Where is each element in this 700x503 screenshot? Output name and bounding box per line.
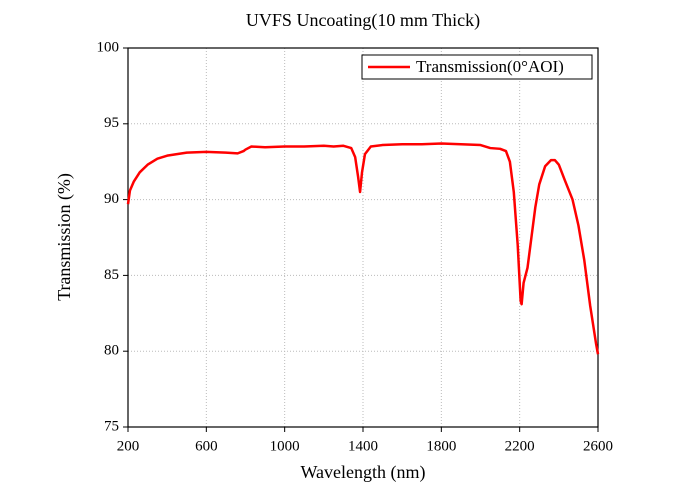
y-tick-label: 80	[104, 343, 119, 359]
x-tick-label: 2200	[505, 438, 535, 454]
plot-frame	[127, 47, 599, 428]
y-tick-label: 75	[104, 418, 119, 434]
data-line	[126, 142, 600, 355]
x-tick-label: 1000	[270, 438, 300, 454]
x-tick-label: 2600	[583, 438, 613, 454]
x-tick-label: 1400	[348, 438, 378, 454]
y-tick-label: 85	[104, 267, 119, 283]
x-tick-label: 200	[117, 438, 140, 454]
x-tick-label: 1800	[426, 438, 456, 454]
y-axis-label: Transmission (%)	[54, 173, 75, 301]
chart-title: UVFS Uncoating(10 mm Thick)	[246, 10, 480, 31]
y-tick-label: 90	[104, 191, 119, 207]
y-tick-label: 95	[104, 115, 119, 131]
y-tick-label: 100	[97, 39, 120, 55]
x-tick-label: 600	[195, 438, 218, 454]
x-axis-label: Wavelength (nm)	[300, 462, 425, 483]
legend-label: Transmission(0°AOI)	[416, 57, 564, 76]
